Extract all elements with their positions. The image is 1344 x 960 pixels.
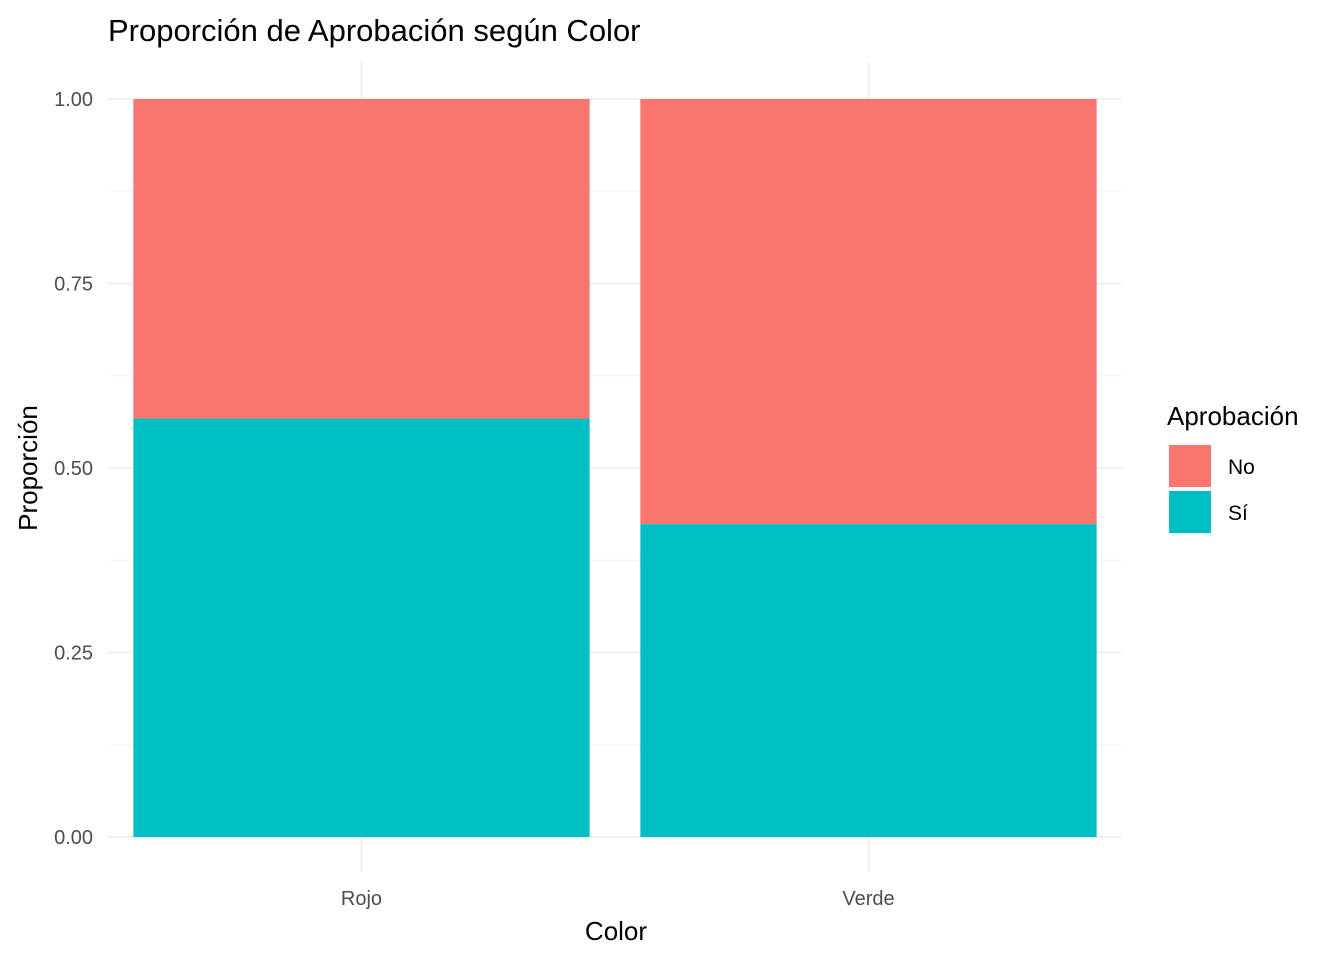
- y-axis-title: Proporción: [13, 405, 43, 531]
- legend-key: [1169, 445, 1211, 487]
- x-tick-label: Verde: [842, 888, 894, 910]
- legend-label: No: [1228, 456, 1255, 479]
- y-tick-label: 0.00: [54, 827, 93, 849]
- legend: Aprobación No Sí: [1167, 401, 1299, 533]
- bar-rojo-no: [133, 99, 590, 419]
- x-tick-label: Rojo: [341, 888, 382, 910]
- legend-label: Sí: [1228, 502, 1248, 525]
- bar-verde-si: [640, 524, 1097, 837]
- bar-rojo-si: [133, 418, 590, 837]
- axes: 0.00 0.25 0.50 0.75 1.00 Rojo Verde: [54, 89, 895, 910]
- y-tick-label: 0.25: [54, 643, 93, 665]
- y-tick-label: 1.00: [54, 89, 93, 111]
- y-tick-label: 0.50: [54, 458, 93, 480]
- legend-key: [1169, 491, 1211, 533]
- y-tick-label: 0.75: [54, 274, 93, 296]
- legend-items: No Sí: [1169, 445, 1255, 533]
- legend-title: Aprobación: [1167, 401, 1299, 431]
- chart-title: Proporción de Aprobación según Color: [108, 13, 641, 48]
- bars: [133, 99, 1097, 837]
- x-axis-title: Color: [585, 916, 647, 946]
- bar-verde-no: [640, 99, 1097, 525]
